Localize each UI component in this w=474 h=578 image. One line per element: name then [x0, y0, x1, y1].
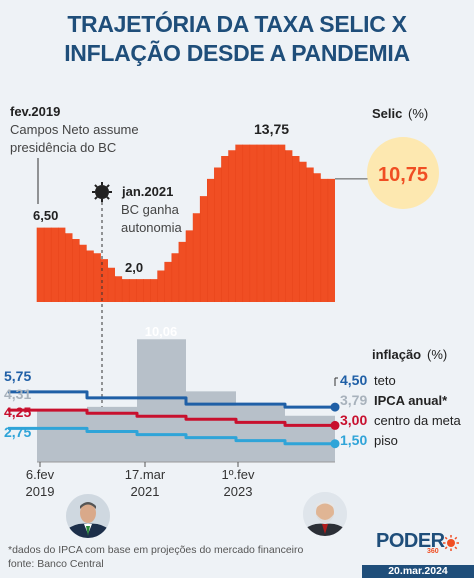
meta-line	[8, 408, 335, 427]
x-tick-label: 2021	[131, 484, 160, 499]
avatar-lula	[303, 492, 347, 536]
virus-icon-spike	[106, 184, 110, 188]
annotation-text: Campos Neto assume	[10, 122, 139, 137]
selic-peak-value: 13,75	[254, 121, 289, 137]
poder360-logo-sub: 360	[427, 548, 439, 555]
annotation-date-fev2019: fev.2019	[10, 104, 60, 119]
footnote-source: fonte: Banco Central	[8, 558, 104, 570]
piso-line-end-dot	[330, 439, 340, 449]
date-stamp: 20.mar.2024	[362, 565, 474, 578]
ipca-bar	[285, 415, 335, 462]
ipca-bar	[87, 406, 137, 462]
meta-line-end-dot	[330, 420, 340, 430]
virus-icon-spike	[94, 184, 98, 188]
piso-line	[8, 426, 335, 446]
start-value-meta: 4,25	[4, 404, 31, 420]
teto-line-end-dot	[330, 402, 340, 412]
annotation-text: autonomia	[121, 220, 182, 235]
ipca-bar	[37, 409, 87, 462]
ipca-bar	[236, 405, 285, 462]
title-line-1: TRAJETÓRIA DA TAXA SELIC X	[67, 11, 407, 37]
annotation-text: BC ganha	[121, 202, 180, 217]
start-value-ipca: 4,31	[4, 386, 31, 402]
start-value-piso: 2,75	[4, 424, 31, 440]
selic-min-value: 2,0	[125, 260, 143, 275]
virus-icon-spike	[94, 196, 98, 200]
selic-label: Selic	[372, 106, 402, 121]
person-icon	[66, 494, 110, 538]
series-label-piso: piso	[374, 433, 398, 448]
ipca-bar	[137, 339, 186, 462]
virus-icon	[95, 185, 109, 199]
selic-unit: (%)	[408, 106, 428, 121]
x-tick-label: 2023	[224, 484, 253, 499]
teto-line	[8, 390, 335, 409]
end-value-teto: 4,50	[340, 372, 367, 388]
title-line-2: INFLAÇÃO DESDE A PANDEMIA	[64, 40, 410, 66]
x-tick-label: 1º.fev	[222, 467, 255, 482]
selic-current-value: 10,75	[378, 164, 428, 186]
avatar-bolsonaro	[66, 494, 110, 538]
chart-title: TRAJETÓRIA DA TAXA SELIC X INFLAÇÃO DESD…	[0, 10, 474, 68]
footnote-ipca: *dados do IPCA com base em projeções do …	[8, 544, 304, 556]
selic-area	[37, 144, 335, 302]
virus-icon-spike	[106, 196, 110, 200]
person-icon	[303, 492, 347, 536]
poder360-logo: PODER	[376, 530, 445, 552]
x-tick-label: 2019	[26, 484, 55, 499]
x-tick-label: 17.mar	[125, 467, 166, 482]
selic-start-value: 6,50	[33, 208, 58, 223]
inflation-unit: (%)	[427, 347, 447, 362]
inflation-label: inflação	[372, 347, 421, 362]
ipca-peak-label: 10,06	[145, 324, 178, 339]
series-label-ipca: IPCA anual*	[374, 393, 448, 408]
annotation-date-jan2021: jan.2021	[121, 184, 173, 199]
end-value-ipca: 3,79	[340, 392, 367, 408]
x-tick-label: 6.fev	[26, 467, 55, 482]
selic-current-circle	[367, 137, 439, 209]
end-value-piso: 1,50	[340, 432, 367, 448]
start-value-teto: 5,75	[4, 368, 31, 384]
ipca-bar	[186, 391, 236, 462]
end-value-meta: 3,00	[340, 412, 367, 428]
series-label-teto: teto	[374, 373, 396, 388]
series-label-meta: centro da meta	[374, 413, 461, 428]
sun-logo-icon	[443, 535, 459, 551]
annotation-text: presidência do BC	[10, 140, 116, 155]
